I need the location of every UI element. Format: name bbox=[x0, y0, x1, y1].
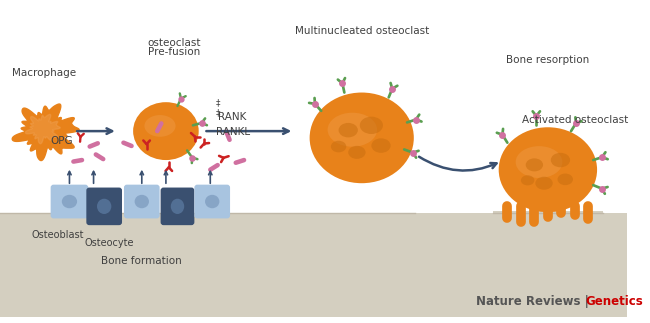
Bar bbox=[0, 213, 627, 317]
Text: OPG: OPG bbox=[51, 136, 73, 146]
Polygon shape bbox=[12, 104, 79, 161]
FancyBboxPatch shape bbox=[86, 188, 122, 225]
Text: Nature Reviews |: Nature Reviews | bbox=[476, 295, 593, 307]
Ellipse shape bbox=[135, 195, 149, 208]
Text: Osteoblast: Osteoblast bbox=[32, 231, 84, 240]
Text: Pre-fusion: Pre-fusion bbox=[148, 47, 200, 57]
Ellipse shape bbox=[309, 92, 414, 183]
Ellipse shape bbox=[499, 127, 597, 212]
Text: Multinucleated osteoclast: Multinucleated osteoclast bbox=[294, 26, 429, 36]
Ellipse shape bbox=[62, 195, 77, 208]
Text: Bone formation: Bone formation bbox=[101, 255, 182, 266]
Ellipse shape bbox=[133, 102, 199, 160]
Ellipse shape bbox=[360, 117, 383, 134]
Ellipse shape bbox=[536, 177, 552, 190]
FancyBboxPatch shape bbox=[124, 185, 160, 218]
Ellipse shape bbox=[371, 138, 391, 153]
Ellipse shape bbox=[171, 199, 184, 214]
Ellipse shape bbox=[205, 195, 220, 208]
Text: Genetics: Genetics bbox=[586, 295, 644, 307]
Text: osteoclast: osteoclast bbox=[147, 37, 200, 47]
Text: RANKL: RANKL bbox=[216, 127, 250, 137]
Ellipse shape bbox=[526, 158, 543, 172]
FancyBboxPatch shape bbox=[194, 185, 230, 218]
Ellipse shape bbox=[144, 115, 176, 137]
Ellipse shape bbox=[348, 146, 365, 159]
Ellipse shape bbox=[551, 153, 570, 167]
Text: Osteocyte: Osteocyte bbox=[84, 238, 134, 248]
Text: Bone resorption: Bone resorption bbox=[506, 55, 590, 65]
Ellipse shape bbox=[97, 199, 111, 214]
Ellipse shape bbox=[339, 123, 358, 137]
FancyBboxPatch shape bbox=[161, 188, 194, 225]
Text: ‡: ‡ bbox=[216, 98, 220, 107]
Text: Macrophage: Macrophage bbox=[12, 68, 77, 78]
Ellipse shape bbox=[328, 113, 377, 147]
Ellipse shape bbox=[521, 175, 534, 185]
Text: RANK: RANK bbox=[218, 112, 246, 122]
FancyBboxPatch shape bbox=[51, 185, 88, 218]
Ellipse shape bbox=[515, 146, 562, 178]
Bar bbox=[493, 211, 603, 231]
Ellipse shape bbox=[558, 173, 573, 185]
Polygon shape bbox=[25, 114, 60, 144]
Text: Activated osteoclast: Activated osteoclast bbox=[522, 115, 628, 125]
Ellipse shape bbox=[331, 141, 346, 152]
Text: ‡: ‡ bbox=[216, 109, 220, 118]
